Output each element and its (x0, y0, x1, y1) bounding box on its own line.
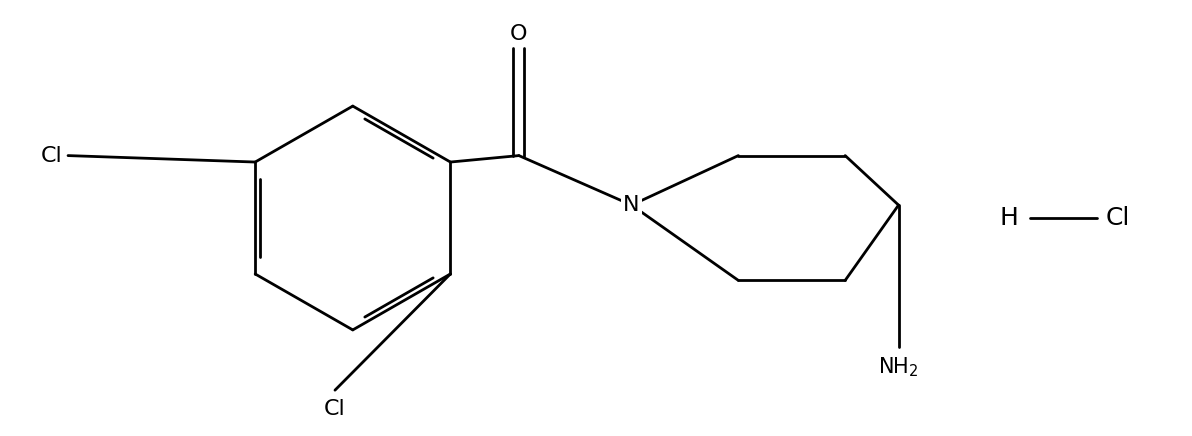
Text: NH$_2$: NH$_2$ (879, 356, 919, 379)
Text: O: O (510, 24, 528, 44)
Text: H: H (999, 206, 1018, 230)
Text: N: N (623, 195, 640, 215)
Text: Cl: Cl (324, 399, 346, 419)
Text: Cl: Cl (41, 146, 62, 166)
Text: Cl: Cl (1106, 206, 1130, 230)
